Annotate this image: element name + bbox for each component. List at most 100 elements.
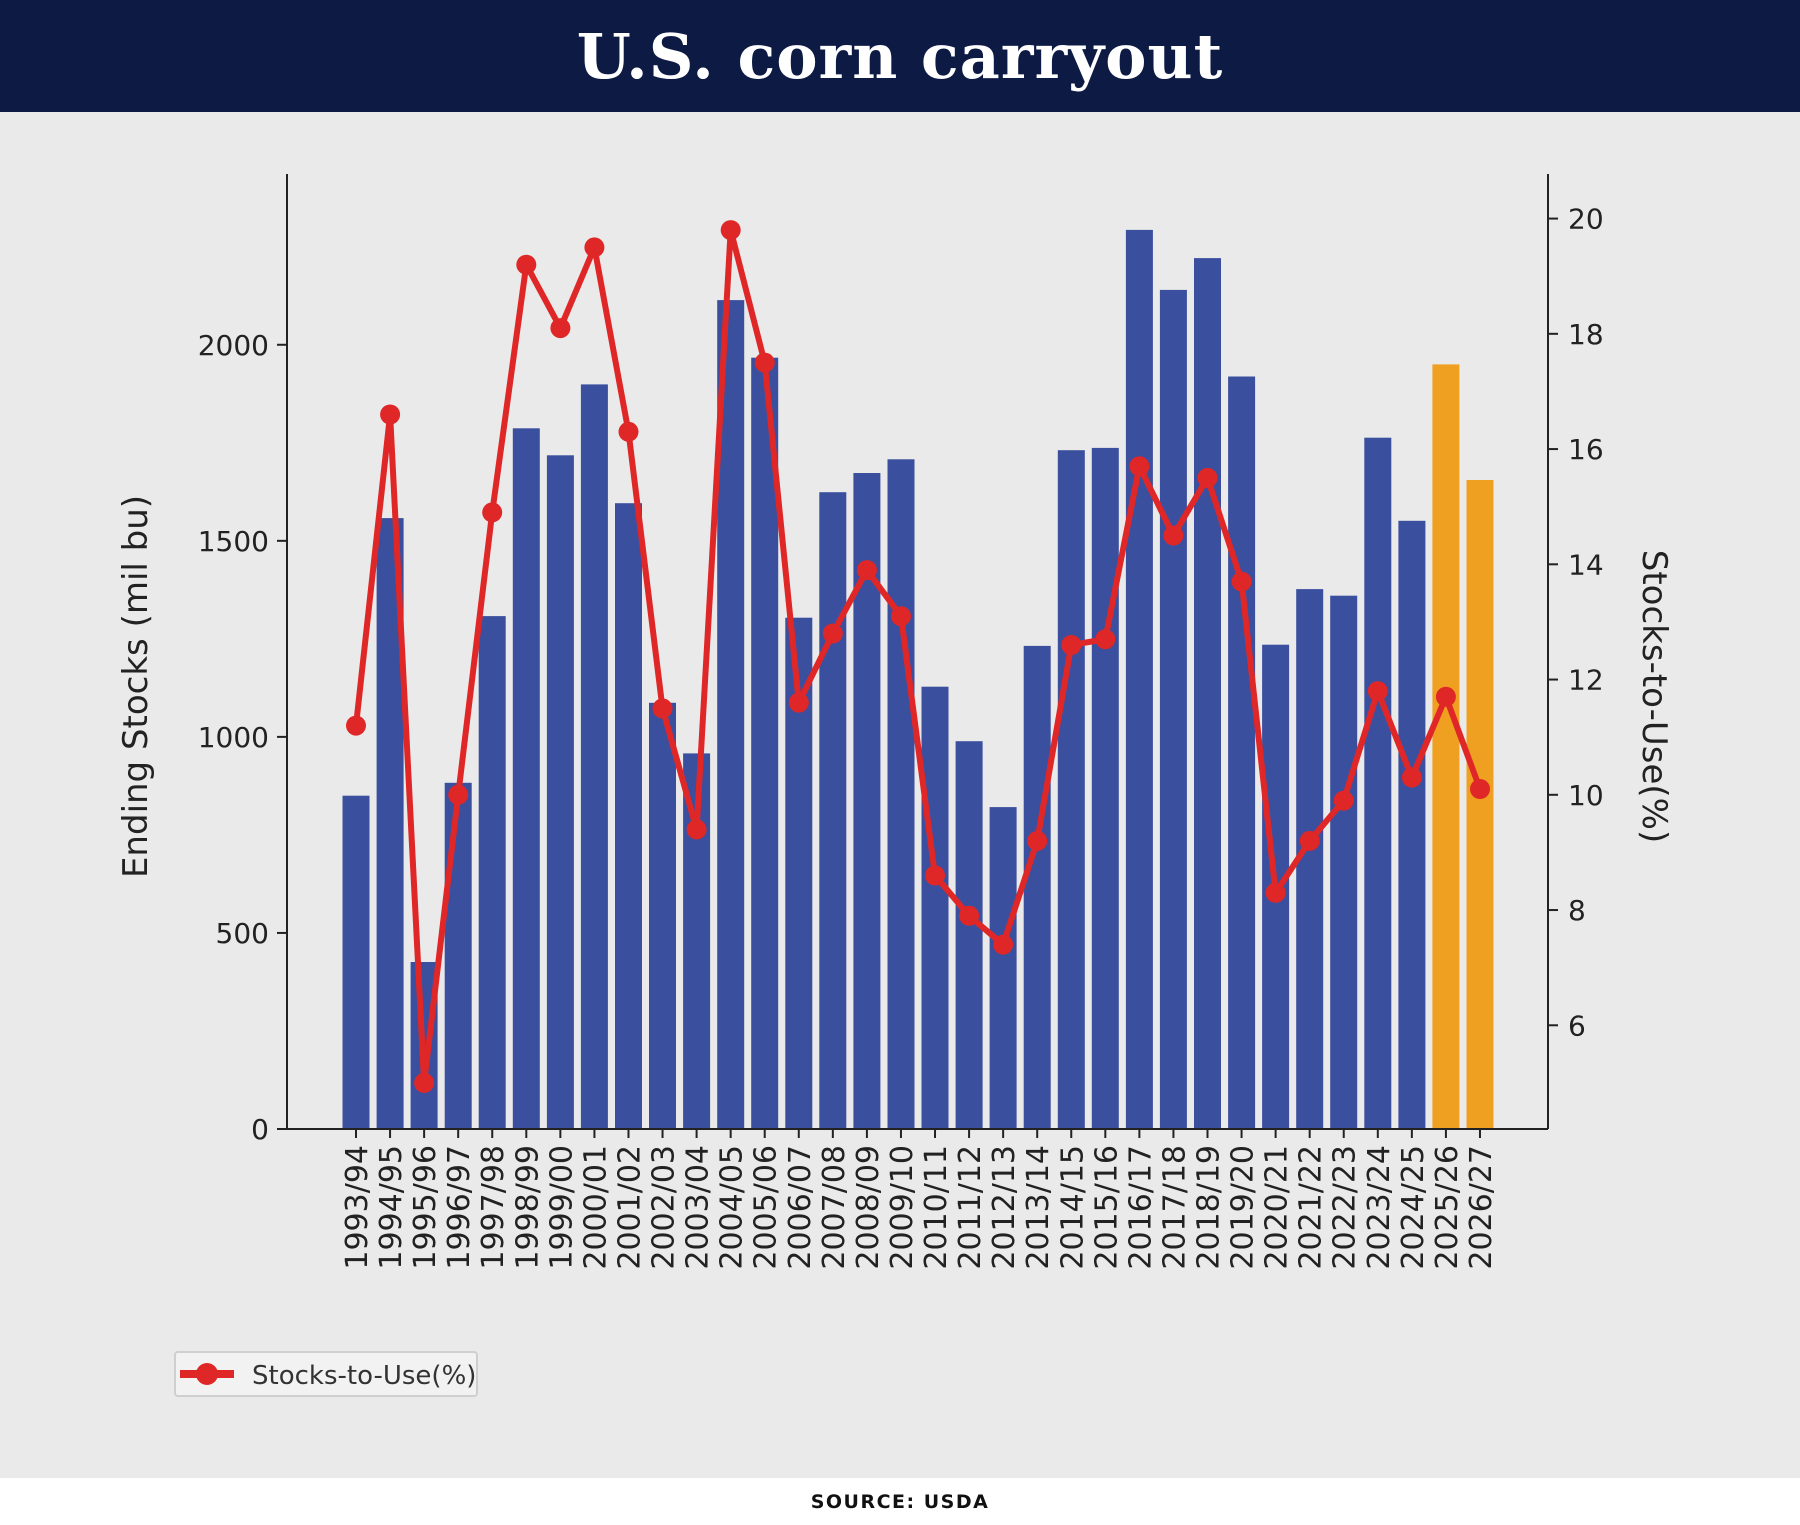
right-tick-label: 16	[1568, 433, 1604, 466]
line-point-2005/06	[754, 352, 775, 373]
right-tick-label: 20	[1568, 203, 1604, 236]
x-tick-label: 1998/99	[510, 1145, 545, 1270]
bar-2024/25	[1398, 520, 1426, 1129]
line-point-2020/21	[1265, 882, 1286, 903]
x-tick-label: 1994/95	[374, 1145, 409, 1270]
x-tick-label: 2014/15	[1055, 1145, 1090, 1270]
line-point-2004/05	[720, 220, 741, 241]
line-point-2021/22	[1299, 830, 1320, 851]
line-point-2010/11	[925, 865, 945, 886]
line-point-1994/95	[380, 404, 401, 425]
line-point-1993/94	[346, 715, 366, 736]
line-point-2024/25	[1401, 767, 1422, 788]
stocks-to-use-line	[353, 227, 1483, 1086]
x-tick-label: 2008/09	[851, 1145, 886, 1270]
bar-2010/11	[921, 686, 949, 1129]
line-point-2026/27	[1470, 779, 1490, 799]
line-point-2008/09	[856, 560, 877, 581]
x-tick-label: 2011/12	[953, 1145, 988, 1270]
bar-1993/94	[342, 795, 370, 1129]
line-point-2000/01	[584, 237, 605, 258]
line-point-1995/96	[414, 1072, 435, 1093]
left-tick-label: 500	[216, 917, 269, 950]
line-point-2016/17	[1129, 456, 1150, 477]
x-tick-label: 2005/06	[749, 1145, 784, 1270]
x-tick-label: 2016/17	[1123, 1145, 1158, 1270]
x-tick-label: 2003/04	[681, 1145, 716, 1270]
x-tick-label: 2018/19	[1192, 1145, 1227, 1270]
bar-2002/03	[649, 702, 676, 1129]
bar-2000/01	[580, 384, 608, 1129]
legend: Stocks-to-Use(%)	[174, 1351, 478, 1397]
x-tick-label: 2023/24	[1362, 1145, 1397, 1270]
line-point-2002/03	[652, 698, 673, 719]
right-tick-label: 8	[1568, 894, 1586, 927]
right-tick-label: 6	[1568, 1009, 1586, 1042]
bar-2011/12	[955, 741, 983, 1129]
right-tick-label: 14	[1568, 548, 1604, 581]
x-tick-label: 2004/05	[715, 1145, 750, 1270]
x-tick-label: 1995/96	[408, 1145, 443, 1270]
line-point-2011/12	[959, 905, 980, 926]
x-tick-label: 2000/01	[578, 1145, 613, 1270]
bar-2022/23	[1330, 595, 1358, 1129]
bar-2019/20	[1228, 376, 1256, 1129]
bar-1996/97	[444, 782, 472, 1129]
line-series	[346, 220, 1490, 1093]
x-tick-label: 2006/07	[783, 1145, 818, 1270]
source-note: SOURCE: USDA	[810, 1490, 990, 1513]
bar-2017/18	[1159, 289, 1187, 1129]
y2-axis-label: Stocks-to-Use(%)	[1634, 550, 1674, 843]
left-tick-label: 1000	[198, 721, 269, 754]
chart-title: U.S. corn carryout	[576, 19, 1224, 93]
line-point-2025/26	[1435, 686, 1456, 707]
left-tick-label: 0	[251, 1113, 269, 1146]
x-tick-label: 2026/27	[1464, 1145, 1499, 1270]
x-tick-label: 2017/18	[1157, 1145, 1192, 1270]
x-tick-label: 2019/20	[1226, 1145, 1261, 1270]
line-point-2015/16	[1095, 629, 1116, 650]
legend-label: Stocks-to-Use(%)	[252, 1361, 476, 1391]
left-tick-label: 1500	[198, 525, 269, 558]
x-tick-label: 2010/11	[919, 1145, 954, 1270]
line-point-2022/23	[1333, 790, 1354, 811]
x-tick-label: 2009/10	[885, 1145, 920, 1270]
x-tick-label: 2001/02	[613, 1145, 648, 1270]
x-tick-label: 2012/13	[987, 1145, 1022, 1270]
line-point-2017/18	[1163, 525, 1184, 546]
x-tick-label: 2025/26	[1430, 1145, 1465, 1270]
bar-2025/26	[1432, 364, 1460, 1129]
x-tick-labels: 1993/94 1994/95 1995/96 1996/97 1997/98 1998/…	[340, 1129, 1499, 1270]
right-tick-label: 18	[1568, 318, 1604, 351]
line-point-2009/10	[891, 606, 911, 627]
line-point-1998/99	[516, 254, 537, 275]
line-point-2003/04	[686, 819, 707, 840]
x-tick-label: 2013/14	[1021, 1145, 1056, 1270]
line-point-1999/00	[550, 318, 571, 339]
x-tick-label: 2021/22	[1294, 1145, 1329, 1270]
x-tick-label: 1996/97	[442, 1145, 477, 1270]
bar-2023/24	[1364, 437, 1392, 1129]
bar-2009/10	[887, 459, 915, 1129]
line-point-2019/20	[1231, 571, 1252, 592]
axes: 0 500 1000 1500 2000 6 8 10 12 14 16 18 20 Ending Sto…	[116, 174, 1674, 1146]
x-tick-label: 2015/16	[1089, 1145, 1124, 1270]
bar-2005/06	[751, 357, 779, 1129]
y-axis-label: Ending Stocks (mil bu)	[116, 495, 156, 878]
x-tick-label: 1993/94	[340, 1145, 375, 1270]
title-banner: U.S. corn carryout	[0, 0, 1800, 112]
bar-1998/99	[512, 428, 540, 1129]
line-point-2023/24	[1367, 681, 1388, 702]
bar-2014/15	[1057, 450, 1085, 1129]
bar-2001/02	[615, 503, 642, 1129]
bar-2013/14	[1023, 645, 1051, 1129]
line-point-2001/02	[618, 421, 639, 442]
right-tick-label: 10	[1568, 779, 1604, 812]
bar-1997/98	[478, 616, 506, 1129]
x-tick-label: 1997/98	[476, 1145, 511, 1270]
line-point-1997/98	[482, 502, 503, 523]
legend-box	[174, 1351, 478, 1397]
legend-marker	[196, 1363, 218, 1385]
chart-panel: 0 500 1000 1500 2000 6 8 10 12 14 16 18 20 Ending Sto…	[0, 112, 1800, 1478]
line-point-2007/08	[822, 623, 843, 644]
